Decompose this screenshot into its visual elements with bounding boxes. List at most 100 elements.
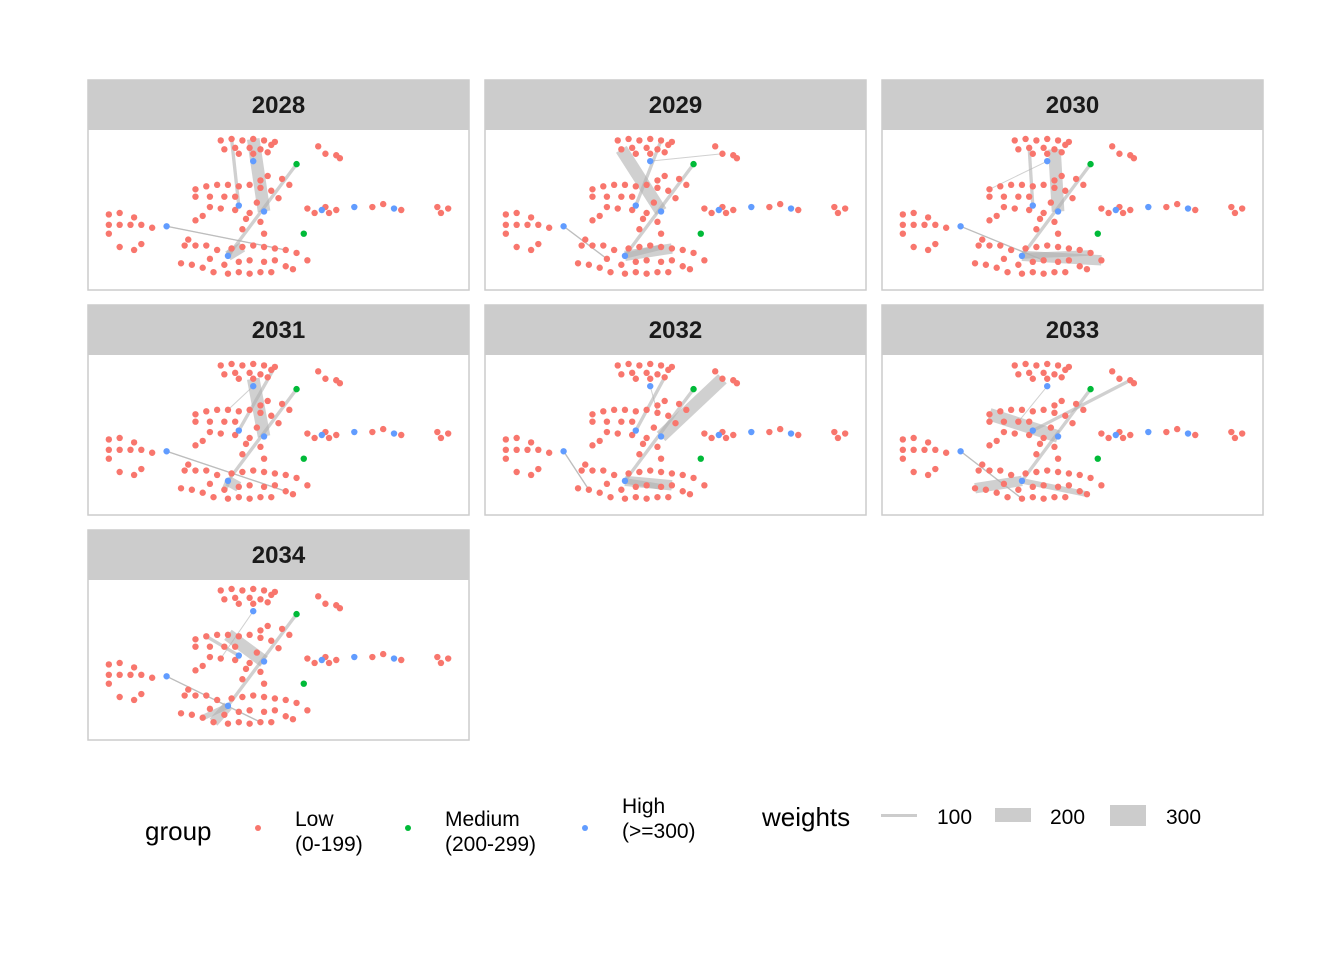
- node-low: [589, 186, 596, 193]
- node-low: [596, 264, 603, 271]
- node-medium: [1094, 455, 1101, 462]
- node-low: [369, 428, 376, 436]
- node-high: [390, 205, 398, 212]
- node-low: [235, 718, 242, 726]
- node-low: [130, 696, 138, 704]
- node-low: [628, 206, 636, 214]
- node-high: [560, 448, 567, 455]
- node-low: [766, 203, 773, 211]
- node-low: [831, 428, 838, 436]
- node-low: [257, 184, 264, 191]
- edge: [624, 243, 673, 261]
- node-low: [282, 696, 289, 704]
- node-low: [513, 243, 520, 251]
- node-low: [712, 143, 719, 150]
- edge: [974, 475, 1023, 494]
- node-low: [632, 408, 639, 415]
- node-low: [213, 246, 221, 254]
- node-low: [986, 411, 993, 418]
- node-low: [665, 187, 672, 194]
- node-low: [942, 224, 950, 231]
- node-low: [199, 489, 206, 496]
- node-low: [257, 493, 264, 501]
- node-high: [224, 477, 232, 485]
- node-low: [242, 440, 250, 448]
- node-low: [582, 461, 589, 468]
- node-low: [315, 593, 322, 600]
- facet-panel-2031: 2031: [87, 304, 470, 516]
- node-low: [924, 246, 932, 254]
- node-low: [315, 143, 322, 150]
- node-low: [1022, 360, 1029, 368]
- node-low: [513, 468, 520, 476]
- node-low: [1069, 419, 1076, 427]
- node-low: [502, 455, 510, 462]
- node-low: [268, 718, 275, 726]
- node-high: [1029, 202, 1036, 209]
- node-high: [235, 652, 242, 659]
- node-low: [138, 446, 145, 453]
- node-low: [192, 242, 199, 249]
- node-low: [596, 212, 603, 220]
- node-low: [235, 408, 242, 415]
- node-low: [997, 183, 1004, 190]
- node-low: [701, 257, 708, 264]
- node-low: [1192, 206, 1199, 214]
- node-medium: [1087, 385, 1094, 393]
- node-low: [231, 656, 239, 664]
- node-low: [1051, 184, 1058, 191]
- node-low: [210, 493, 217, 501]
- node-low: [260, 587, 268, 594]
- node-low: [264, 374, 271, 381]
- node-low: [325, 434, 333, 442]
- node-low: [1109, 143, 1116, 150]
- node-low: [268, 412, 275, 419]
- node-low: [260, 680, 268, 687]
- node-low: [235, 483, 242, 490]
- node-low: [333, 206, 340, 214]
- edge: [1032, 378, 1132, 433]
- node-low: [1040, 434, 1047, 442]
- node-low: [213, 631, 221, 639]
- node-low: [192, 667, 199, 674]
- node-low: [181, 242, 188, 249]
- node-high: [250, 382, 257, 390]
- node-low: [221, 486, 228, 493]
- node-low: [610, 181, 618, 189]
- node-low: [235, 150, 242, 157]
- node-low: [246, 209, 253, 217]
- node-low: [192, 411, 199, 418]
- node-low: [1054, 468, 1062, 476]
- node-low: [628, 144, 636, 152]
- node-low: [246, 144, 253, 152]
- node-low: [148, 674, 156, 681]
- node-low: [199, 437, 206, 445]
- node-low: [578, 242, 585, 249]
- node-low: [1015, 371, 1022, 378]
- node-low: [932, 240, 939, 248]
- node-low: [1054, 230, 1062, 237]
- node-low: [246, 482, 253, 489]
- node-low: [231, 193, 239, 200]
- node-low: [1163, 203, 1170, 211]
- node-low: [582, 236, 589, 243]
- node-low: [206, 653, 214, 661]
- node-low: [1029, 183, 1036, 190]
- node-low: [589, 418, 596, 425]
- node-high: [1145, 203, 1152, 211]
- node-low: [1062, 493, 1069, 501]
- node-low: [668, 482, 676, 489]
- facet-panel-2030: 2030: [881, 79, 1264, 291]
- node-low: [527, 471, 535, 479]
- node-low: [235, 600, 242, 607]
- node-low: [221, 596, 228, 603]
- node-low: [686, 266, 694, 273]
- node-low: [997, 467, 1004, 474]
- node-low: [116, 243, 123, 251]
- facet-strip: [485, 305, 866, 355]
- node-low: [325, 209, 333, 217]
- node-low: [278, 400, 286, 408]
- node-low: [1098, 482, 1105, 489]
- node-low: [1040, 270, 1047, 277]
- node-low: [986, 467, 993, 474]
